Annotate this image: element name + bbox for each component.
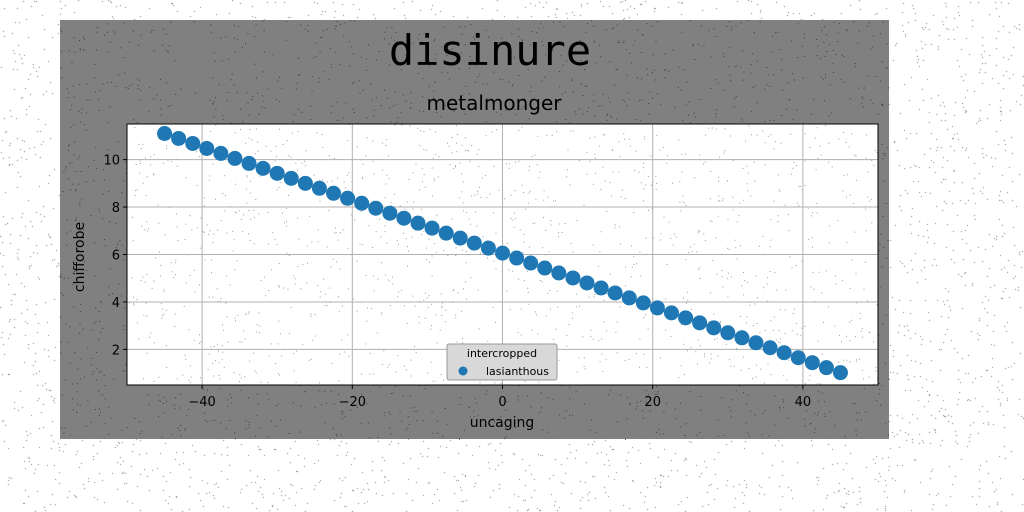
data-point (706, 320, 722, 336)
data-point (396, 210, 412, 226)
data-point (311, 180, 327, 196)
data-point (734, 330, 750, 346)
data-point (185, 135, 201, 151)
data-point (241, 155, 257, 171)
x-tick-label: 0 (498, 395, 506, 410)
data-point (354, 195, 370, 211)
data-point (340, 190, 356, 206)
data-point (832, 365, 848, 381)
data-point (720, 325, 736, 341)
data-point (635, 295, 651, 311)
data-point (297, 175, 313, 191)
y-tick-label: 2 (112, 343, 120, 358)
legend-label: lasianthous (486, 365, 549, 378)
data-point (326, 185, 342, 201)
x-tick-label: −20 (339, 395, 366, 410)
x-axis: −40 −20 0 20 40 (188, 385, 811, 410)
data-point (649, 300, 665, 316)
data-point (466, 235, 482, 251)
data-point (621, 290, 637, 306)
x-tick-label: 40 (795, 395, 812, 410)
data-point (283, 170, 299, 186)
data-point (410, 215, 426, 231)
data-point (424, 220, 440, 236)
data-point (368, 200, 384, 216)
data-point (748, 335, 764, 351)
chart-subtitle: metalmonger (426, 91, 562, 115)
legend-title: intercropped (467, 347, 537, 360)
data-point (157, 125, 173, 141)
y-tick-label: 8 (112, 201, 120, 216)
data-point (438, 225, 454, 241)
data-point (804, 355, 820, 371)
data-point (213, 145, 229, 161)
data-point (509, 250, 525, 266)
data-point (579, 275, 595, 291)
data-point (495, 245, 510, 261)
data-point (269, 165, 285, 181)
data-point (227, 150, 243, 166)
data-point (607, 285, 623, 301)
scatter-series-lasianthous (157, 125, 848, 381)
legend: intercropped lasianthous (446, 343, 558, 381)
data-point (790, 350, 806, 366)
data-point (565, 270, 581, 286)
data-point (776, 345, 792, 361)
data-point (523, 255, 539, 271)
data-point (692, 315, 708, 331)
data-point (171, 130, 187, 146)
y-axis: 2 4 6 8 10 (103, 154, 127, 358)
data-point (663, 305, 679, 321)
data-point (382, 205, 398, 221)
data-point (480, 240, 496, 256)
chart-title: disinure (389, 26, 591, 75)
data-point (762, 340, 778, 356)
data-point (452, 230, 468, 246)
x-axis-label: uncaging (470, 415, 535, 431)
data-point (255, 160, 271, 176)
y-tick-label: 10 (103, 154, 120, 169)
x-tick-label: 20 (644, 395, 661, 410)
legend-marker (458, 366, 468, 376)
data-point (551, 265, 567, 281)
legend-box (446, 343, 558, 381)
data-point (199, 140, 215, 156)
data-point (678, 310, 694, 326)
y-tick-label: 6 (112, 249, 120, 264)
data-point (818, 360, 834, 376)
y-tick-label: 4 (112, 296, 120, 311)
y-axis-label: chifforobe (72, 222, 88, 292)
x-tick-label: −40 (188, 395, 215, 410)
data-point (537, 260, 553, 276)
data-point (593, 280, 609, 296)
